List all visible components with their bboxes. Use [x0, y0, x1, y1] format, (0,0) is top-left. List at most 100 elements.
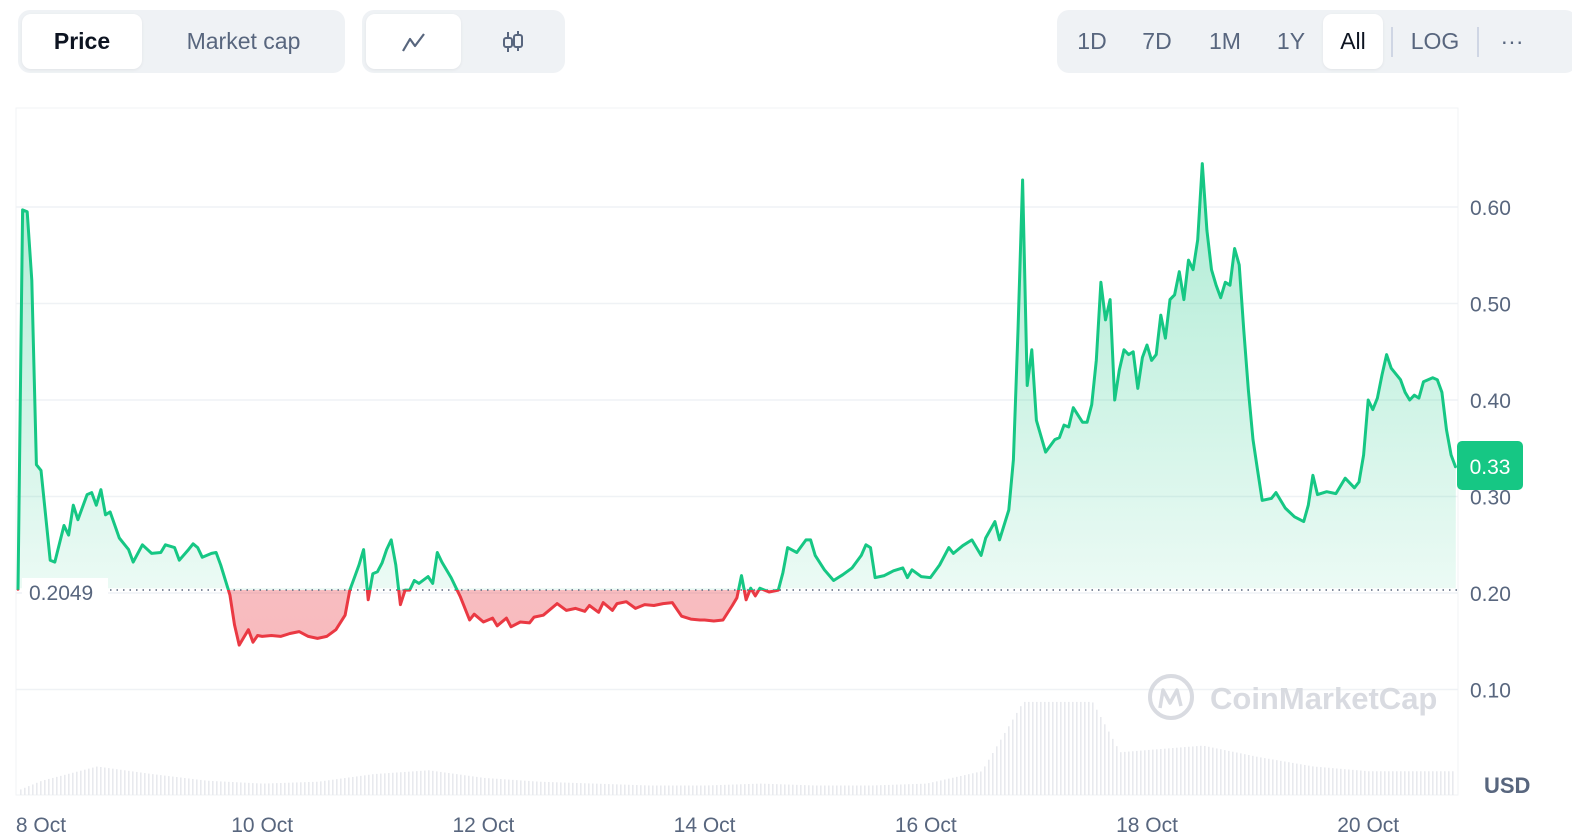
- volume-bar: [872, 785, 874, 795]
- price-point: [335, 628, 337, 631]
- price-point: [1183, 298, 1185, 301]
- volume-bar: [1416, 771, 1418, 795]
- tab-price[interactable]: Price: [22, 14, 142, 69]
- price-point: [1164, 337, 1167, 340]
- range-1d[interactable]: 1D: [1077, 28, 1107, 54]
- volume-bar: [144, 773, 146, 795]
- volume-bar: [1252, 755, 1254, 795]
- area-above-reference: [18, 163, 1456, 590]
- price-point: [1275, 491, 1277, 494]
- price-point: [1132, 350, 1134, 353]
- volume-bar: [1216, 748, 1218, 795]
- volume-bar: [528, 780, 530, 795]
- volume-bar: [1160, 748, 1162, 795]
- volume-bar: [516, 780, 518, 795]
- volume-bar: [292, 782, 294, 795]
- volume-bar: [1292, 762, 1294, 795]
- volume-bar: [328, 780, 330, 795]
- volume-bar: [676, 785, 678, 795]
- volume-bar: [1208, 746, 1210, 795]
- volume-bar: [308, 782, 310, 795]
- volume-bar: [220, 781, 222, 795]
- volume-bar: [908, 784, 910, 795]
- price-point: [173, 546, 176, 549]
- more-options-button[interactable]: ···: [1500, 28, 1524, 54]
- line-chart-button[interactable]: [366, 14, 461, 69]
- price-point: [703, 619, 706, 621]
- x-tick-label: 8 Oct: [16, 814, 66, 837]
- x-axis: 8 Oct 10 Oct 12 Oct 14 Oct 16 Oct 18 Oct 20 Oc…: [16, 814, 1399, 837]
- volume-bar: [1268, 758, 1270, 795]
- x-tick-label: 16 Oct: [895, 814, 957, 837]
- range-1y[interactable]: 1Y: [1276, 28, 1306, 54]
- volume-bar: [812, 785, 814, 795]
- volume-bar: [972, 773, 974, 795]
- price-point: [929, 576, 932, 579]
- volume-bar: [796, 784, 798, 795]
- price-point: [427, 575, 429, 578]
- volume-bar: [336, 779, 338, 795]
- volume-bar: [668, 785, 670, 795]
- volume-bar: [420, 770, 422, 795]
- volume-bar: [204, 780, 206, 795]
- volume-bar: [24, 787, 26, 795]
- volume-bar: [436, 771, 438, 795]
- price-point: [533, 616, 535, 618]
- candlestick-button[interactable]: [465, 14, 560, 69]
- price-point: [367, 598, 369, 601]
- volume-bar: [1196, 746, 1198, 795]
- price-point: [229, 594, 231, 596]
- tab-market-cap[interactable]: Market cap: [186, 28, 301, 54]
- price-point: [1141, 356, 1144, 359]
- volume-bar: [212, 781, 214, 795]
- price-point: [759, 587, 761, 589]
- price-point: [215, 551, 217, 554]
- volume-bar: [992, 753, 994, 795]
- y-tick-label: 0.50: [1470, 294, 1511, 317]
- price-point: [1229, 284, 1231, 286]
- volume-bar: [1112, 738, 1114, 795]
- volume-bar: [1072, 701, 1074, 795]
- price-point: [519, 621, 522, 623]
- volume-bar: [1144, 750, 1146, 795]
- volume-bar: [76, 771, 78, 795]
- volume-bar: [776, 784, 778, 795]
- volume-bar: [1224, 750, 1226, 795]
- volume-bar: [192, 778, 194, 795]
- volume-bar: [164, 775, 166, 795]
- range-all[interactable]: All: [1323, 14, 1383, 69]
- range-1m[interactable]: 1M: [1209, 28, 1241, 54]
- price-point: [390, 539, 393, 541]
- range-7d[interactable]: 7D: [1142, 28, 1172, 54]
- volume-bar: [1188, 746, 1190, 795]
- price-point: [298, 630, 300, 633]
- price-point: [54, 561, 56, 563]
- volume-bar: [712, 785, 714, 795]
- price-point: [1160, 314, 1162, 316]
- volume-bar: [684, 785, 686, 795]
- volume-bar: [792, 784, 794, 795]
- price-point: [994, 520, 996, 523]
- volume-bar: [1312, 766, 1314, 795]
- volume-bar: [188, 778, 190, 795]
- price-point: [634, 607, 637, 610]
- volume-bar: [596, 783, 598, 795]
- price-point: [768, 591, 770, 593]
- price-point: [1238, 264, 1240, 266]
- volume-bar: [1052, 701, 1054, 795]
- log-scale-toggle[interactable]: LOG: [1410, 28, 1460, 54]
- volume-bar: [656, 785, 658, 795]
- volume-bar: [1300, 764, 1302, 795]
- price-point: [984, 537, 987, 539]
- volume-bar: [1352, 769, 1354, 795]
- price-point: [261, 635, 264, 638]
- volume-bar: [692, 785, 694, 795]
- price-point: [86, 493, 88, 496]
- price-point: [892, 570, 895, 572]
- volume-bar: [848, 785, 850, 795]
- volume-bar: [496, 778, 498, 795]
- price-point: [1408, 399, 1411, 401]
- volume-bar: [508, 779, 510, 795]
- price-point: [842, 573, 844, 576]
